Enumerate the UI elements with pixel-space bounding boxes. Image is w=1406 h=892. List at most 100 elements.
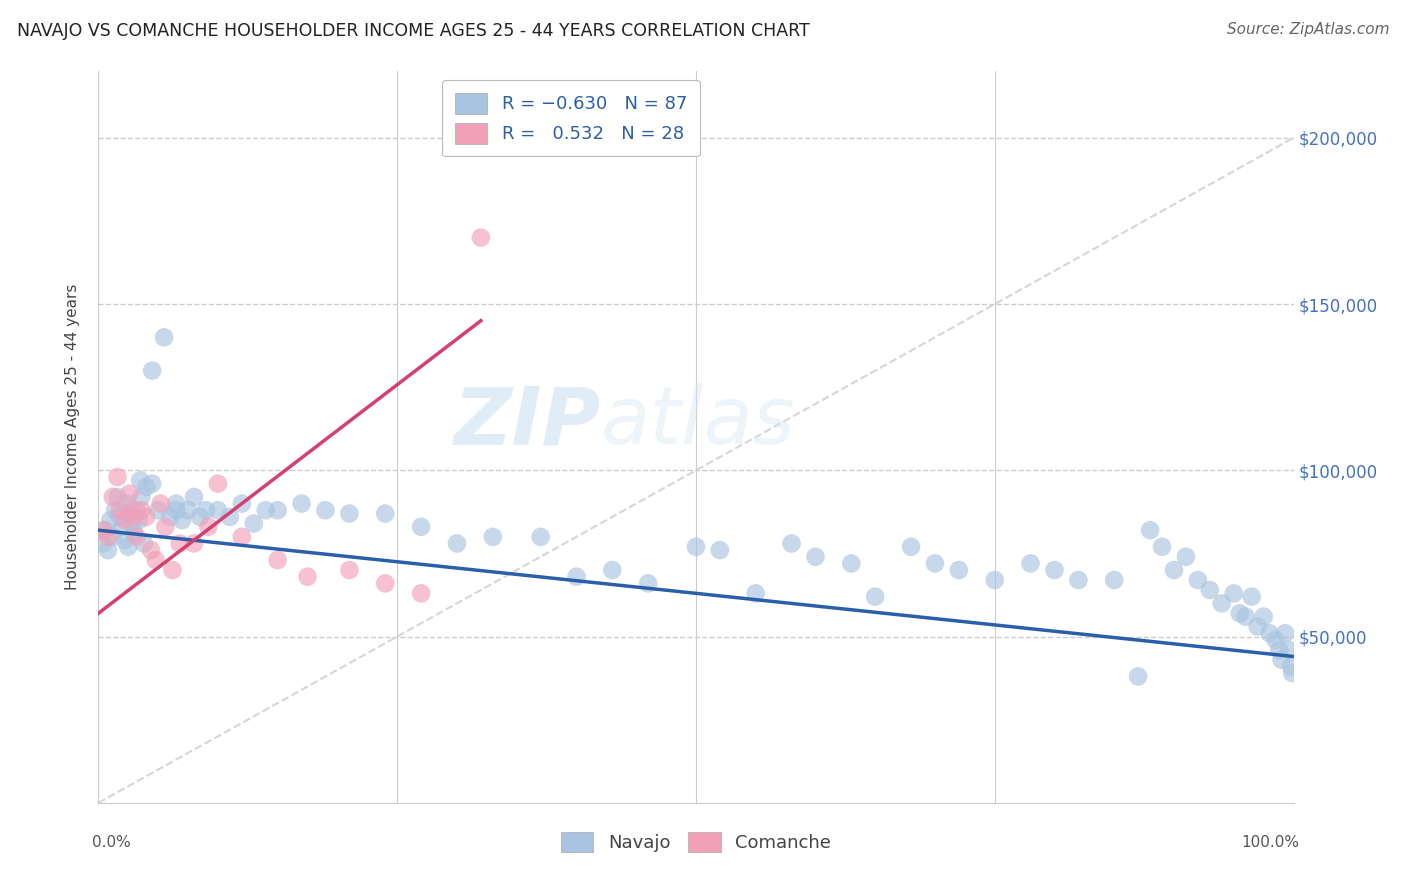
- Point: [780, 536, 803, 550]
- Point: [114, 513, 136, 527]
- Point: [124, 509, 146, 524]
- Point: [107, 470, 129, 484]
- Text: 0.0%: 0.0%: [93, 835, 131, 850]
- Point: [118, 486, 141, 500]
- Point: [114, 533, 136, 548]
- Point: [121, 516, 143, 531]
- Point: [97, 543, 120, 558]
- Point: [565, 570, 588, 584]
- Point: [195, 503, 218, 517]
- Point: [1268, 643, 1291, 657]
- Point: [1274, 626, 1296, 640]
- Point: [169, 536, 191, 550]
- Point: [131, 490, 153, 504]
- Point: [267, 553, 290, 567]
- Point: [602, 563, 624, 577]
- Point: [128, 513, 150, 527]
- Point: [446, 536, 468, 550]
- Point: [1128, 669, 1150, 683]
- Point: [125, 503, 148, 517]
- Point: [111, 520, 134, 534]
- Point: [135, 480, 157, 494]
- Point: [98, 513, 122, 527]
- Point: [374, 576, 396, 591]
- Point: [155, 520, 177, 534]
- Point: [207, 503, 229, 517]
- Point: [1152, 540, 1174, 554]
- Point: [411, 586, 433, 600]
- Point: [1240, 590, 1263, 604]
- Point: [984, 573, 1007, 587]
- Point: [1067, 573, 1090, 587]
- Point: [1229, 607, 1251, 621]
- Point: [159, 509, 181, 524]
- Point: [197, 520, 219, 534]
- Point: [91, 523, 114, 537]
- Point: [865, 590, 887, 604]
- Point: [1175, 549, 1198, 564]
- Point: [108, 509, 131, 524]
- Point: [129, 473, 152, 487]
- Point: [107, 490, 129, 504]
- Point: [685, 540, 707, 554]
- Text: 100.0%: 100.0%: [1241, 835, 1299, 850]
- Text: ZIP: ZIP: [453, 384, 600, 461]
- Point: [1187, 573, 1209, 587]
- Point: [118, 507, 141, 521]
- Point: [231, 530, 253, 544]
- Point: [254, 503, 277, 517]
- Point: [339, 507, 361, 521]
- Point: [1211, 596, 1233, 610]
- Point: [131, 503, 153, 517]
- Point: [1271, 653, 1294, 667]
- Point: [125, 530, 148, 544]
- Point: [637, 576, 659, 591]
- Point: [924, 557, 946, 571]
- Point: [297, 570, 319, 584]
- Point: [97, 530, 120, 544]
- Point: [141, 476, 163, 491]
- Point: [243, 516, 266, 531]
- Point: [745, 586, 768, 600]
- Point: [183, 536, 205, 550]
- Point: [315, 503, 337, 517]
- Text: NAVAJO VS COMANCHE HOUSEHOLDER INCOME AGES 25 - 44 YEARS CORRELATION CHART: NAVAJO VS COMANCHE HOUSEHOLDER INCOME AG…: [17, 22, 810, 40]
- Point: [172, 513, 194, 527]
- Point: [1278, 643, 1301, 657]
- Point: [139, 543, 162, 558]
- Point: [530, 530, 553, 544]
- Point: [1043, 563, 1066, 577]
- Point: [1104, 573, 1126, 587]
- Point: [900, 540, 922, 554]
- Point: [101, 490, 124, 504]
- Point: [153, 330, 176, 344]
- Text: atlas: atlas: [600, 384, 796, 461]
- Point: [108, 503, 131, 517]
- Point: [117, 540, 139, 554]
- Point: [219, 509, 242, 524]
- Point: [1264, 632, 1286, 647]
- Point: [709, 543, 731, 558]
- Point: [165, 503, 187, 517]
- Point: [165, 497, 187, 511]
- Point: [1163, 563, 1185, 577]
- Point: [267, 503, 290, 517]
- Point: [1019, 557, 1042, 571]
- Point: [1279, 659, 1302, 673]
- Point: [135, 509, 157, 524]
- Point: [121, 503, 143, 517]
- Point: [183, 490, 205, 504]
- Point: [291, 497, 314, 511]
- Point: [1253, 609, 1275, 624]
- Point: [115, 497, 138, 511]
- Point: [1234, 609, 1257, 624]
- Text: Source: ZipAtlas.com: Source: ZipAtlas.com: [1226, 22, 1389, 37]
- Point: [177, 503, 200, 517]
- Point: [841, 557, 863, 571]
- Point: [141, 363, 163, 377]
- Point: [145, 553, 167, 567]
- Point: [1281, 666, 1303, 681]
- Point: [188, 509, 211, 524]
- Point: [1139, 523, 1161, 537]
- Point: [481, 530, 505, 544]
